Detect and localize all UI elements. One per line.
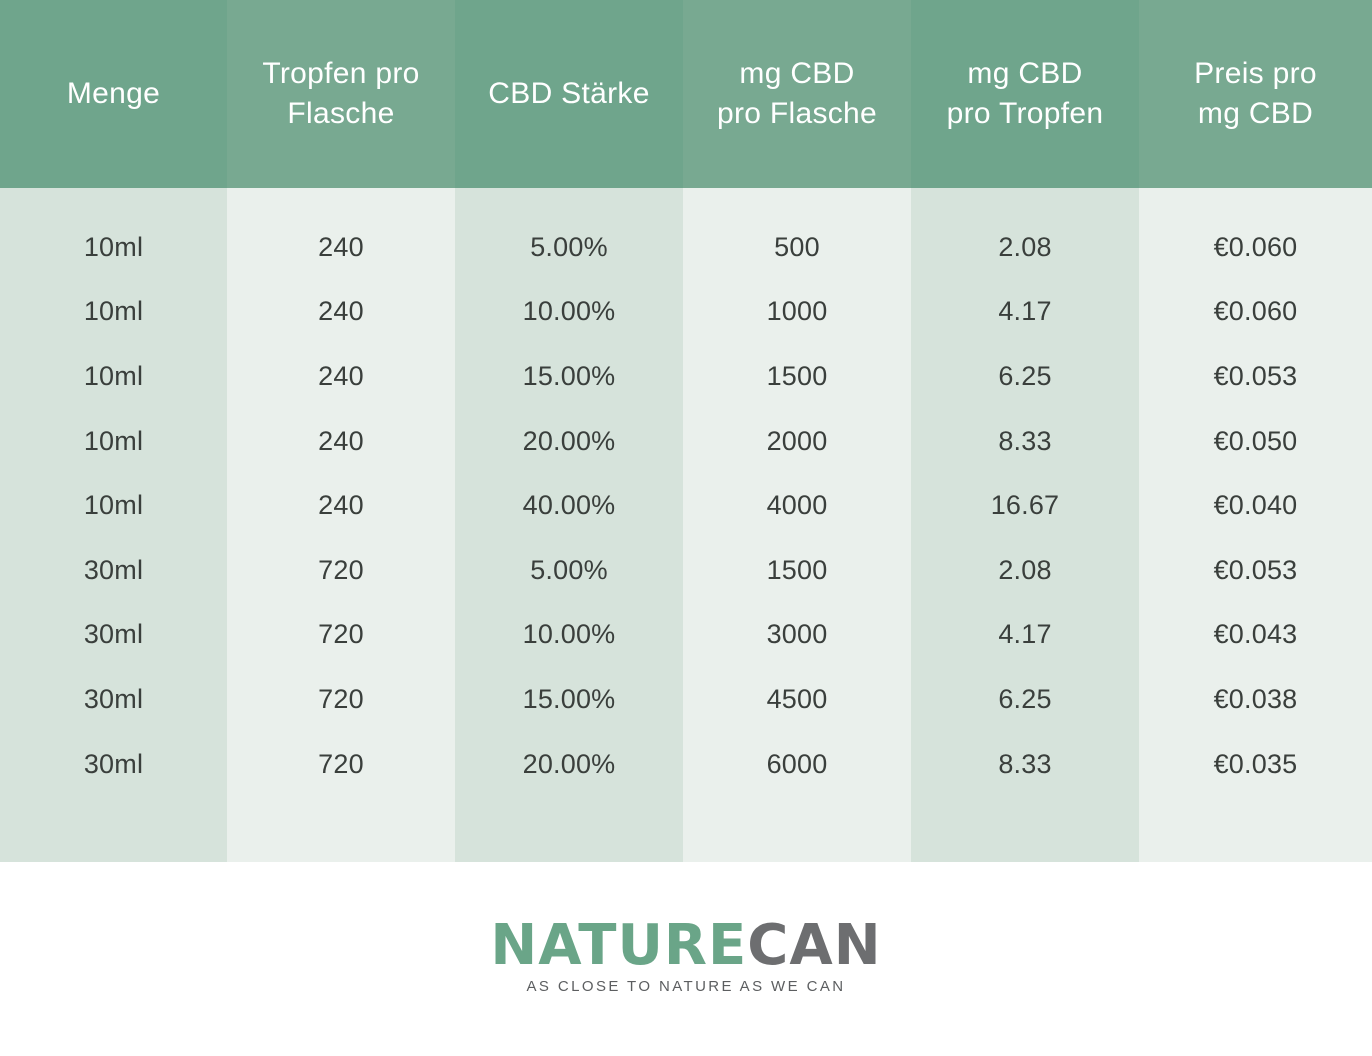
logo-tagline: AS CLOSE TO NATURE AS WE CAN: [526, 978, 846, 995]
cbd-price-table: Menge 10ml 10ml 10ml 10ml 10ml 30ml 30ml 30ml 30m…: [0, 0, 1372, 862]
table-cell: 10ml: [83, 425, 144, 456]
table-cell: 240: [318, 296, 364, 327]
column-body: 240 240 240 240 240 720 720 720 720: [227, 188, 455, 862]
table-cell: 2.08: [998, 554, 1052, 585]
table-cell: 20.00%: [522, 748, 616, 779]
table-cell: 10ml: [83, 231, 144, 262]
logo-part-can: CAN: [747, 913, 882, 978]
column-body: 500 1000 1500 2000 4000 1500 3000 4500 6000: [683, 188, 911, 862]
table-cell: 4000: [766, 490, 828, 521]
table-cell: €0.035: [1213, 748, 1298, 779]
table-cell: 240: [318, 360, 364, 391]
table-cell: 4500: [766, 683, 828, 714]
table-cell: 1500: [766, 554, 828, 585]
table-cell: 10ml: [83, 490, 144, 521]
table-cell: 15.00%: [522, 683, 616, 714]
table-cell: €0.038: [1213, 683, 1298, 714]
table-cell: 15.00%: [522, 360, 616, 391]
table-cell: 1500: [766, 360, 828, 391]
naturecan-logo: NATURECAN: [0, 914, 1372, 978]
table-cell: €0.060: [1213, 231, 1298, 262]
table-cell: 20.00%: [522, 425, 616, 456]
table-cell: €0.053: [1213, 554, 1298, 585]
column-body: 5.00% 10.00% 15.00% 20.00% 40.00% 5.00% 10.00%…: [455, 188, 683, 862]
table-cell: 30ml: [83, 554, 144, 585]
table-column: Preis pro mg CBD €0.060 €0.060 €0.053 €0.050…: [1139, 0, 1372, 862]
table-cell: 40.00%: [522, 490, 616, 521]
table-cell: 720: [318, 619, 364, 650]
table-cell: 720: [318, 683, 364, 714]
table-cell: 720: [318, 554, 364, 585]
logo-part-nature: NATURE: [490, 913, 748, 978]
table-cell: 240: [318, 425, 364, 456]
table-cell: 3000: [766, 619, 828, 650]
table-column: Menge 10ml 10ml 10ml 10ml 10ml 30ml 30ml 30ml 30m…: [0, 0, 227, 862]
table-cell: 8.33: [998, 425, 1052, 456]
column-header: Menge: [0, 0, 227, 188]
table-cell: 10.00%: [522, 296, 616, 327]
table-cell: 2000: [766, 425, 828, 456]
table-column: Tropfen pro Flasche 240 240 240 240 240 720 720…: [227, 0, 455, 862]
table-column: mg CBD pro Flasche 500 1000 1500 2000 4000 150…: [683, 0, 911, 862]
table-cell: €0.050: [1213, 425, 1298, 456]
column-header: Preis pro mg CBD: [1139, 0, 1372, 188]
column-header: mg CBD pro Flasche: [683, 0, 911, 188]
table-cell: €0.040: [1213, 490, 1298, 521]
table-cell: 5.00%: [530, 231, 608, 262]
table-cell: €0.053: [1213, 360, 1298, 391]
column-header: Tropfen pro Flasche: [227, 0, 455, 188]
table-cell: 10.00%: [522, 619, 616, 650]
table-cell: 30ml: [83, 619, 144, 650]
table-cell: 500: [774, 231, 820, 262]
column-body: 10ml 10ml 10ml 10ml 10ml 30ml 30ml 30ml 30ml: [0, 188, 227, 862]
table-cell: 2.08: [998, 231, 1052, 262]
table-cell: 6.25: [998, 360, 1052, 391]
table-column: CBD Stärke 5.00% 10.00% 15.00% 20.00% 40.00% 5…: [455, 0, 683, 862]
table-cell: 16.67: [990, 490, 1060, 521]
table-cell: 720: [318, 748, 364, 779]
table-column: mg CBD pro Tropfen 2.08 4.17 6.25 8.33 16.67 2…: [911, 0, 1139, 862]
table-cell: 240: [318, 231, 364, 262]
column-header: CBD Stärke: [455, 0, 683, 188]
table-cell: 30ml: [83, 748, 144, 779]
table-cell: 30ml: [83, 683, 144, 714]
table-cell: 5.00%: [530, 554, 608, 585]
table-cell: 6.25: [998, 683, 1052, 714]
table-cell: 240: [318, 490, 364, 521]
table-cell: €0.043: [1213, 619, 1298, 650]
table-cell: €0.060: [1213, 296, 1298, 327]
table-cell: 1000: [766, 296, 828, 327]
column-body: 2.08 4.17 6.25 8.33 16.67 2.08 4.17 6.25 8.33: [911, 188, 1139, 862]
table-cell: 10ml: [83, 296, 144, 327]
table-cell: 8.33: [998, 748, 1052, 779]
table-cell: 4.17: [998, 296, 1052, 327]
table-cell: 4.17: [998, 619, 1052, 650]
column-body: €0.060 €0.060 €0.053 €0.050 €0.040 €0.053 €0.0…: [1139, 188, 1372, 862]
footer: NATURECAN AS CLOSE TO NATURE AS WE CAN: [0, 862, 1372, 1056]
table-cell: 6000: [766, 748, 828, 779]
table-cell: 10ml: [83, 360, 144, 391]
column-header: mg CBD pro Tropfen: [911, 0, 1139, 188]
